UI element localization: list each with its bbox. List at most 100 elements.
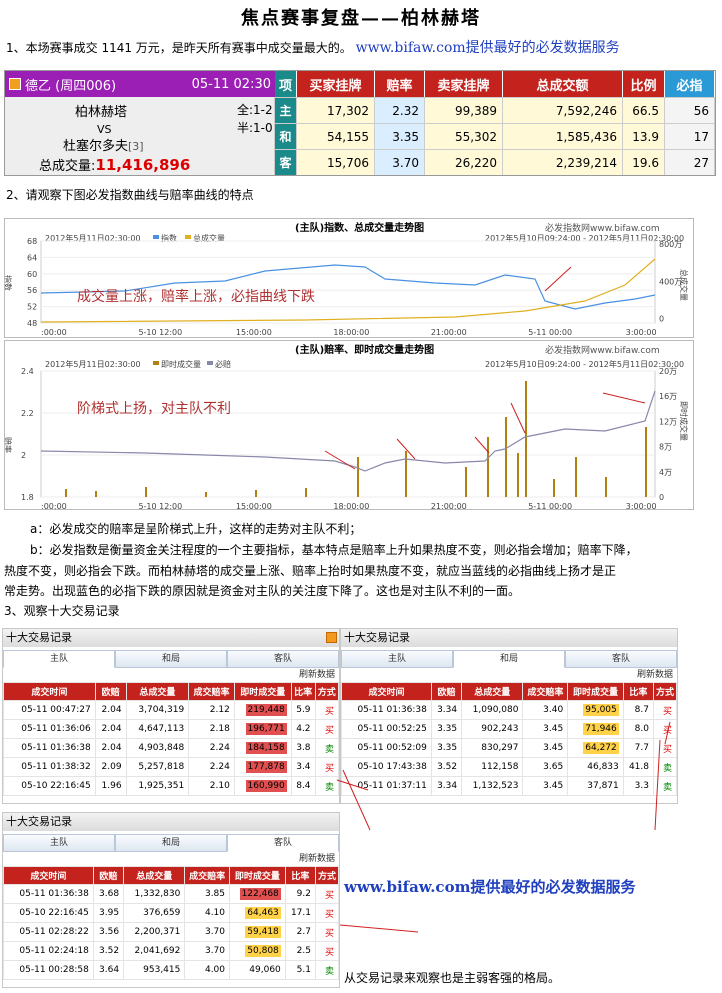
table-cell: 3.85 xyxy=(184,884,231,904)
row-ratio: 19.6 xyxy=(623,150,665,175)
chart-site: 必发指数网www.bifaw.com xyxy=(545,344,660,356)
table-cell: 3.52 xyxy=(430,757,463,777)
annotation-arrow xyxy=(544,266,572,292)
table-cell: 卖 xyxy=(652,757,678,777)
row-ratio: 66.5 xyxy=(623,98,665,123)
chart-annotation: 阶梯式上扬，对主队不利 xyxy=(77,401,231,417)
table-cell: 953,415 xyxy=(123,960,186,980)
table-row: 05-10 22:16:45 3.95 376,659 4.10 64,463 17.1 买 xyxy=(3,903,339,923)
column-header: 成交时间 xyxy=(341,682,432,701)
x-tick: 5-11 00:00 xyxy=(528,328,572,337)
table-cell: 2.18 xyxy=(188,719,235,739)
panel-title-text: 十大交易记录 xyxy=(6,815,72,828)
table-cell: 1,090,080 xyxy=(461,700,524,720)
table-cell: 2,200,371 xyxy=(123,922,186,942)
records-panel-home: 十大交易记录 主队 和局 客队 刷新数据 成交时间 欧赔 总成交量 成交赔率 即时成交量… xyxy=(2,628,340,804)
table-cell: 5.9 xyxy=(290,700,316,720)
panel-title: 十大交易记录 xyxy=(341,629,677,647)
chart-title: (主队)指数、总成交量走势图 xyxy=(295,221,424,234)
volume-bar xyxy=(487,437,489,497)
table-cell: 买 xyxy=(314,757,340,777)
table-cell: 50,808 xyxy=(229,941,286,961)
table-cell: 3.3 xyxy=(622,776,654,796)
page-title: 焦点赛事复盘——柏林赫塔 xyxy=(241,8,481,29)
row-index: 17 xyxy=(665,124,715,149)
legend-swatch-instant xyxy=(153,361,159,365)
volume-bar xyxy=(505,417,507,497)
header-odds: 赔率 xyxy=(375,71,425,97)
table-cell: 3.4 xyxy=(290,757,316,777)
y-tick: 48 xyxy=(27,319,37,328)
y-tick: 64 xyxy=(27,253,37,262)
brand-footer-link[interactable]: www.bifaw.com提供最好的必发数据服务 xyxy=(344,878,636,896)
table-cell: 3.52 xyxy=(92,941,125,961)
tab-draw[interactable]: 和局 xyxy=(453,650,565,668)
tab-away[interactable]: 客队 xyxy=(565,650,677,668)
table-cell: 8.7 xyxy=(622,700,654,720)
conclusion-text: 从交易记录来观察也是主弱客强的格局。 xyxy=(344,971,561,985)
table-cell: 4.00 xyxy=(184,960,231,980)
table-cell: 05-11 01:36:38 xyxy=(3,738,96,758)
table-cell: 5.1 xyxy=(284,960,317,980)
table-cell: 05-11 00:47:27 xyxy=(3,700,96,720)
refresh-button[interactable]: 刷新数据 xyxy=(636,670,673,680)
header-item: 项 xyxy=(275,71,297,97)
section3-title: 3、观察十大交易记录 xyxy=(4,604,120,618)
table-cell: 17.1 xyxy=(284,903,317,923)
table-cell: 1,925,351 xyxy=(125,776,190,796)
column-header: 成交时间 xyxy=(3,682,96,701)
refresh-button[interactable]: 刷新数据 xyxy=(298,854,335,864)
row-sell: 99,389 xyxy=(425,98,503,123)
table-cell: 64,463 xyxy=(229,903,286,923)
table-cell: 4.2 xyxy=(290,719,316,739)
row-ratio: 13.9 xyxy=(623,124,665,149)
tab-home[interactable]: 主队 xyxy=(3,834,115,852)
x-tick: 21:00:00 xyxy=(431,328,467,337)
row-total: 1,585,436 xyxy=(503,124,623,149)
column-header: 总成交量 xyxy=(461,682,524,701)
panel-tabs: 主队 和局 客队 xyxy=(3,650,339,668)
index-volume-chart: (主队)指数、总成交量走势图 必发指数网www.bifaw.com 2012年5月1… xyxy=(3,218,694,338)
table-cell: 3.8 xyxy=(290,738,316,758)
table-cell: 05-11 00:28:58 xyxy=(3,960,94,980)
tab-home[interactable]: 主队 xyxy=(3,650,115,668)
row-odds: 3.35 xyxy=(375,124,425,149)
half-score: 半:1-0 xyxy=(237,121,273,135)
table-row: 05-11 00:47:27 2.04 3,704,319 2.12 219,448 5.… xyxy=(3,700,340,720)
records-table-draw: 成交时间 欧赔 总成交量 成交赔率 即时成交量 比率 方式 05-11 01:36:38 3.3… xyxy=(341,682,678,796)
table-header-row: 成交时间 欧赔 总成交量 成交赔率 即时成交量 比率 方式 xyxy=(3,682,340,701)
y-tick: 68 xyxy=(27,237,37,246)
annotation-arrow xyxy=(474,436,490,454)
x-tick: 15:00:00 xyxy=(236,328,272,337)
volume-bar xyxy=(605,477,607,497)
volume-bar xyxy=(465,467,467,497)
table-cell: 2.5 xyxy=(284,941,317,961)
tab-home[interactable]: 主队 xyxy=(341,650,453,668)
table-row: 05-11 00:28:58 3.64 953,415 4.00 49,060 5.1 卖 xyxy=(3,960,339,980)
away-team: 杜塞尔多夫[3] xyxy=(63,135,144,154)
volume-bar xyxy=(95,491,97,497)
match-rows: 主 17,302 2.32 99,389 7,592,246 66.5 56 和 54,155 3… xyxy=(275,97,715,175)
annotation-arrow xyxy=(510,402,526,434)
brand-link[interactable]: www.bifaw.com提供最好的必发数据服务 xyxy=(355,40,620,56)
table-row: 05-11 02:28:22 3.56 2,200,371 3.70 59,418 2.7… xyxy=(3,922,339,942)
tab-draw[interactable]: 和局 xyxy=(115,650,227,668)
y-tick: 52 xyxy=(27,303,37,312)
chart-date: 2012年5月11日02:30:00 xyxy=(45,359,141,369)
x-tick: 21:00:00 xyxy=(431,502,467,511)
x-tick: 15:00:00 xyxy=(236,502,272,511)
table-cell: 2.24 xyxy=(188,757,235,777)
table-cell: 1,132,523 xyxy=(461,776,524,796)
panel-title-text: 十大交易记录 xyxy=(6,631,72,644)
tab-away[interactable]: 客队 xyxy=(227,650,339,668)
table-cell: 8.0 xyxy=(622,719,654,739)
close-icon[interactable] xyxy=(326,632,337,643)
y2-tick: 8万 xyxy=(659,443,672,452)
x-tick: 3:00:00 xyxy=(626,502,657,511)
x-tick: 5-11 00:00 xyxy=(528,502,572,511)
table-cell: 2.7 xyxy=(284,922,317,942)
tab-draw[interactable]: 和局 xyxy=(115,834,227,852)
tab-away[interactable]: 客队 xyxy=(227,834,339,852)
panel-title: 十大交易记录 xyxy=(3,629,339,647)
refresh-button[interactable]: 刷新数据 xyxy=(298,670,335,680)
